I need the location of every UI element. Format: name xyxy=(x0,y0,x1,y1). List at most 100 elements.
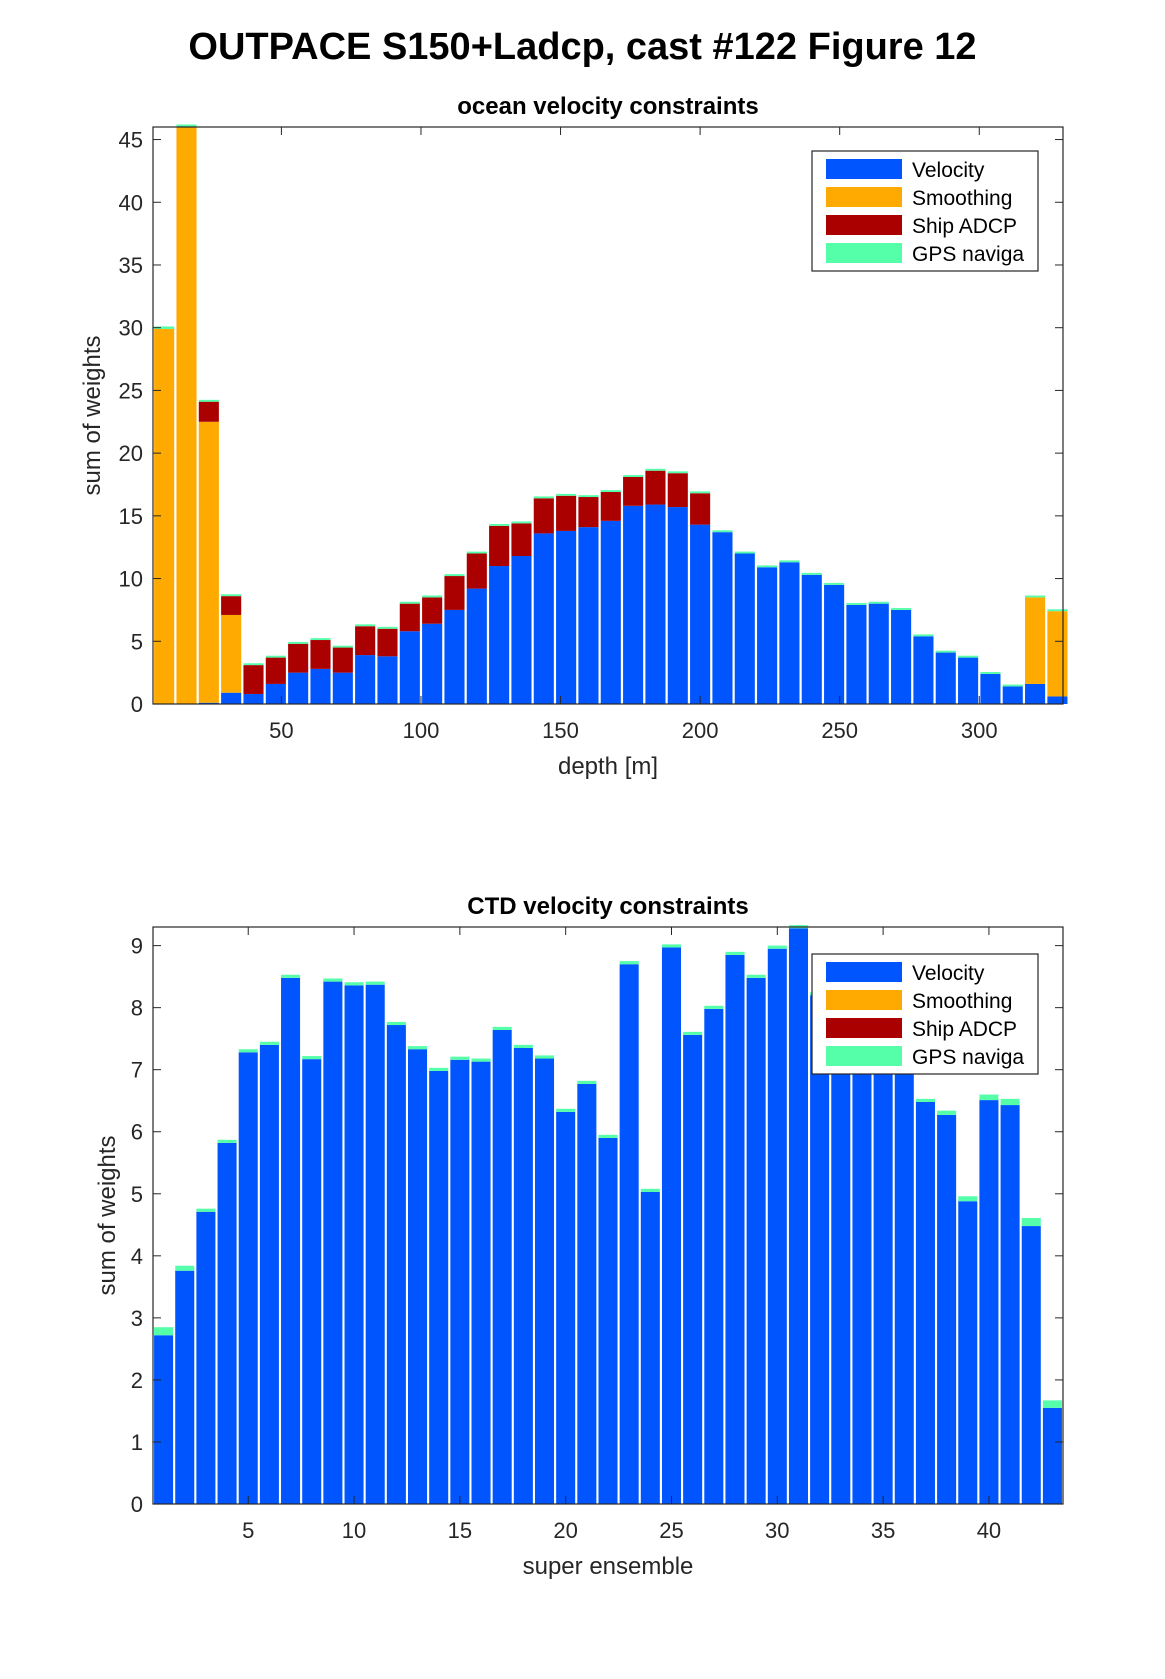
bar-velocity xyxy=(281,977,301,1504)
figure-title: OUTPACE S150+Ladcp, cast #122 Figure 12 xyxy=(188,26,977,68)
bar-velocity xyxy=(935,652,956,704)
bar-velocity xyxy=(958,657,979,704)
bar-velocity xyxy=(767,948,787,1504)
legend-swatch-velocity xyxy=(826,159,902,179)
bar-gps-naviga xyxy=(533,496,554,499)
bar-gps-naviga xyxy=(600,490,621,493)
bar-velocity xyxy=(1025,683,1046,704)
bar-gps-naviga xyxy=(958,655,979,658)
y-axis-label: sum of weights xyxy=(79,335,106,495)
bar-gps-naviga xyxy=(281,974,301,978)
bar-ship-adcp xyxy=(511,523,532,556)
bar-velocity xyxy=(690,524,711,704)
bar-velocity xyxy=(221,692,242,704)
bar-velocity xyxy=(645,504,666,704)
x-tick-label: 50 xyxy=(269,718,293,743)
bar-velocity xyxy=(365,984,385,1504)
bar-gps-naviga xyxy=(935,650,956,653)
bar-gps-naviga xyxy=(661,944,682,948)
bar-velocity xyxy=(217,1142,237,1504)
bar-velocity xyxy=(175,1270,195,1504)
bar-ship-adcp xyxy=(422,597,443,624)
bar-ship-adcp xyxy=(377,628,398,657)
bar-velocity xyxy=(598,1137,618,1504)
bar-gps-naviga xyxy=(683,1031,703,1035)
x-tick-label: 35 xyxy=(871,1518,895,1543)
bar-gps-naviga xyxy=(690,491,711,494)
bar-velocity xyxy=(852,1020,872,1504)
bar-ship-adcp xyxy=(332,647,353,673)
bar-gps-naviga xyxy=(704,1005,724,1009)
bar-gps-naviga xyxy=(198,399,219,402)
bar-gps-naviga xyxy=(1047,609,1068,612)
bar-velocity xyxy=(810,995,830,1504)
bar-ship-adcp xyxy=(399,603,420,632)
bar-gps-naviga xyxy=(175,1265,195,1271)
bar-gps-naviga xyxy=(323,978,343,982)
bar-velocity xyxy=(1002,686,1023,704)
bar-ship-adcp xyxy=(667,473,688,508)
bar-gps-naviga xyxy=(450,1056,470,1060)
bar-velocity xyxy=(265,683,286,704)
bar-velocity xyxy=(958,1201,978,1504)
x-axis-label: depth [m] xyxy=(558,753,658,780)
bar-velocity xyxy=(1021,1226,1041,1504)
x-tick-label: 300 xyxy=(961,718,998,743)
bar-gps-naviga xyxy=(429,1067,449,1071)
bar-smoothing xyxy=(221,614,242,693)
y-tick-label: 40 xyxy=(119,190,143,215)
bar-gps-naviga xyxy=(725,951,745,955)
bar-velocity xyxy=(471,1061,491,1504)
y-tick-label: 30 xyxy=(119,316,143,341)
bar-velocity xyxy=(831,1001,851,1504)
y-tick-label: 2 xyxy=(131,1368,143,1393)
bar-gps-naviga xyxy=(1042,1400,1062,1408)
bar-velocity xyxy=(661,947,682,1504)
bar-velocity xyxy=(556,1111,576,1504)
bar-gps-naviga xyxy=(217,1139,237,1143)
bar-velocity xyxy=(640,1191,660,1504)
bar-gps-naviga xyxy=(302,1056,322,1060)
bar-velocity xyxy=(578,527,599,704)
x-tick-label: 30 xyxy=(765,1518,789,1543)
bar-ship-adcp xyxy=(221,596,242,615)
x-tick-label: 40 xyxy=(977,1518,1001,1543)
bar-velocity xyxy=(1000,1105,1020,1504)
bar-ship-adcp xyxy=(623,476,644,506)
bar-velocity xyxy=(746,977,766,1504)
bar-gps-naviga xyxy=(958,1196,978,1202)
bar-gps-naviga xyxy=(979,1094,999,1101)
bar-gps-naviga xyxy=(915,1098,935,1102)
bar-ship-adcp xyxy=(578,497,599,528)
bar-gps-naviga xyxy=(513,1044,533,1048)
bar-smoothing xyxy=(1025,597,1046,684)
bar-velocity xyxy=(154,1335,174,1504)
y-tick-label: 20 xyxy=(119,441,143,466)
bar-gps-naviga xyxy=(492,1026,512,1030)
bar-velocity xyxy=(891,609,912,704)
bar-gps-naviga xyxy=(310,638,331,641)
bar-ship-adcp xyxy=(355,626,376,656)
bar-gps-naviga xyxy=(399,601,420,604)
bar-ship-adcp xyxy=(243,665,264,694)
y-tick-label: 25 xyxy=(119,378,143,403)
bar-velocity xyxy=(779,562,800,704)
bar-gps-naviga xyxy=(196,1208,216,1212)
plot-frame xyxy=(152,126,1064,705)
bar-velocity xyxy=(310,668,331,704)
y-tick-label: 5 xyxy=(131,1182,143,1207)
bar-gps-naviga xyxy=(511,521,532,524)
legend-label-smoothing: Smoothing xyxy=(912,990,1012,1013)
bar-velocity xyxy=(619,964,639,1504)
bar-gps-naviga xyxy=(1021,1217,1041,1227)
bar-gps-naviga xyxy=(846,603,867,605)
bar-velocity xyxy=(556,530,577,704)
bar-gps-naviga xyxy=(578,495,599,498)
y-tick-label: 0 xyxy=(131,692,143,717)
bar-gps-naviga xyxy=(1002,684,1023,687)
legend-swatch-ship-adcp xyxy=(826,215,902,235)
bar-ship-adcp xyxy=(600,492,621,521)
bar-velocity xyxy=(1047,696,1068,704)
bar-smoothing xyxy=(198,421,219,703)
bar-gps-naviga xyxy=(422,595,443,598)
